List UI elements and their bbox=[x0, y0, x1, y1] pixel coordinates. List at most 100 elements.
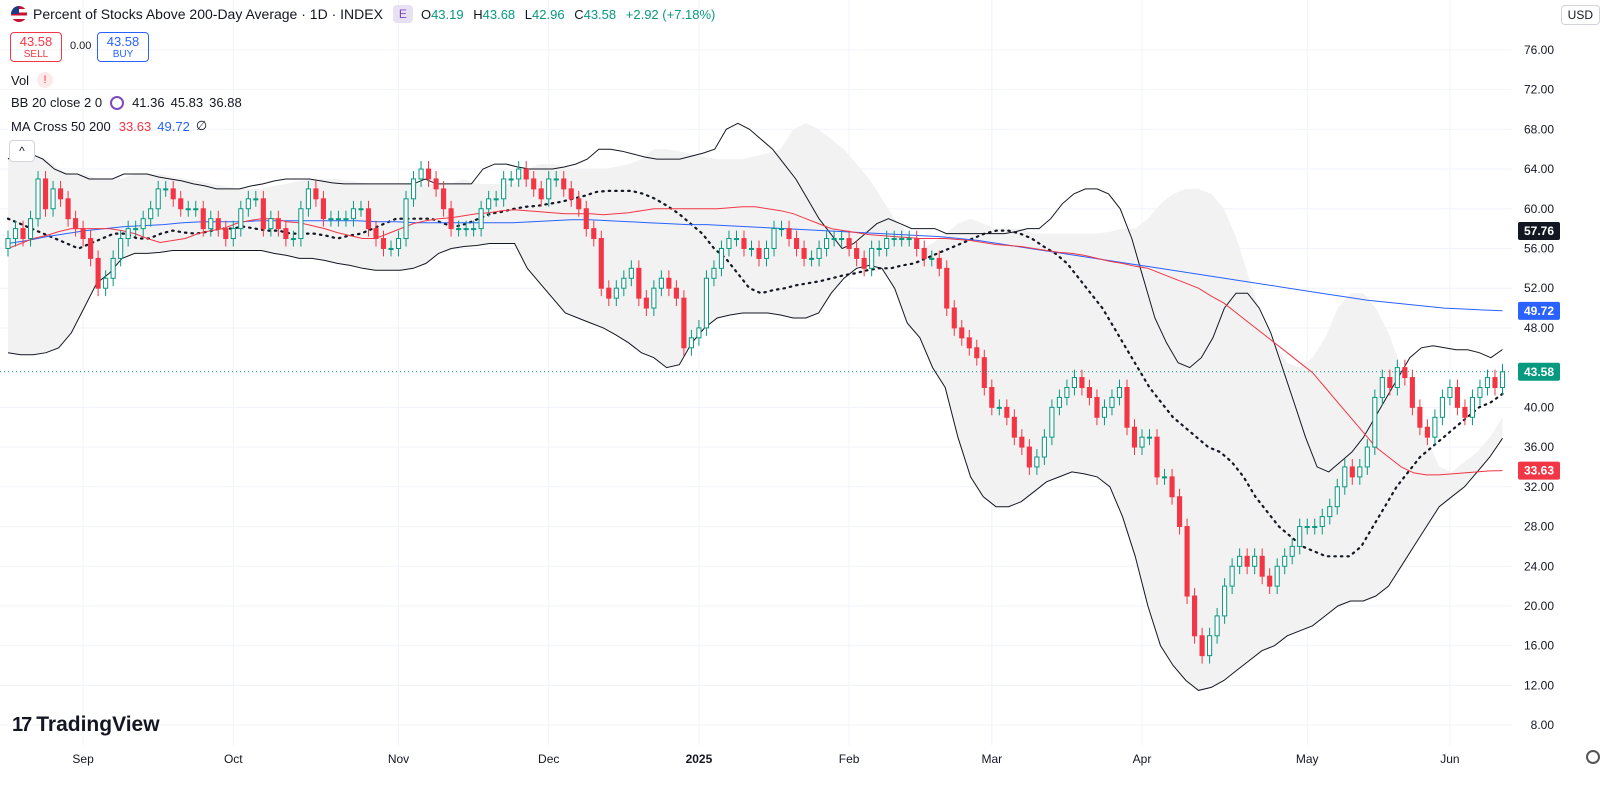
open-value: 43.19 bbox=[431, 6, 464, 22]
candle-body bbox=[688, 337, 694, 349]
earnings-badge[interactable]: E bbox=[392, 5, 413, 23]
x-tick-label: Sep bbox=[72, 752, 94, 766]
candle-body bbox=[208, 218, 214, 230]
currency-button[interactable]: USD bbox=[1560, 5, 1600, 25]
y-tick-label: 16.00 bbox=[1524, 639, 1554, 653]
sync-icon[interactable] bbox=[110, 95, 125, 110]
candle-body bbox=[501, 178, 507, 200]
candle-body bbox=[73, 218, 79, 230]
chart-title: Percent of Stocks Above 200-Day Average … bbox=[33, 6, 383, 22]
high-label: H bbox=[473, 6, 483, 22]
candle-body bbox=[884, 238, 890, 249]
candle-body bbox=[763, 247, 770, 259]
candle-body bbox=[140, 218, 146, 230]
candle-body bbox=[561, 178, 567, 190]
bollinger-upper-line bbox=[7, 122, 1503, 473]
candle-body bbox=[1079, 377, 1085, 389]
price-label-box bbox=[1518, 221, 1560, 240]
y-tick-label: 32.00 bbox=[1524, 480, 1554, 494]
collapse-legend-button[interactable]: ^ bbox=[9, 140, 35, 162]
ma-cross-label: MA Cross 50 200 bbox=[11, 118, 111, 134]
candle-body bbox=[1169, 476, 1175, 498]
candle-body bbox=[268, 218, 274, 230]
candle-body bbox=[283, 228, 289, 240]
candle-body bbox=[1492, 377, 1498, 389]
open-label: O bbox=[420, 6, 432, 22]
candle-body bbox=[1229, 565, 1235, 587]
candle-body bbox=[1259, 555, 1265, 577]
candle-body bbox=[418, 168, 424, 180]
legend-ma-cross[interactable]: MA Cross 50 200 33.63 49.72 ∅ bbox=[11, 118, 207, 134]
price-label: 57.76 bbox=[1524, 224, 1554, 238]
candle-body bbox=[673, 287, 679, 299]
sell-button[interactable]: 43.58 SELL bbox=[10, 32, 62, 62]
candle-body bbox=[583, 208, 589, 230]
candle-body bbox=[786, 228, 792, 240]
y-tick-label: 8.00 bbox=[1531, 718, 1555, 732]
candle-body bbox=[508, 178, 514, 181]
candle-body bbox=[163, 188, 169, 191]
candle-body bbox=[1109, 396, 1115, 408]
candle-body bbox=[1176, 496, 1183, 528]
candle-body bbox=[576, 198, 582, 210]
candle-body bbox=[921, 247, 927, 259]
candle-body bbox=[1056, 396, 1062, 408]
us-flag-icon bbox=[11, 6, 27, 22]
candle-body bbox=[914, 238, 920, 249]
legend-vol[interactable]: Vol ! bbox=[11, 72, 54, 88]
buy-button[interactable]: 43.58 BUY bbox=[97, 32, 149, 62]
candle-body bbox=[966, 337, 972, 349]
candle-body bbox=[1244, 555, 1250, 567]
x-tick-label: May bbox=[1296, 752, 1319, 766]
candle-body bbox=[95, 257, 101, 289]
candle-body bbox=[1086, 387, 1093, 398]
tradingview-logo[interactable]: 17 TradingView bbox=[12, 713, 160, 737]
candle-body bbox=[1214, 615, 1220, 637]
candle-body bbox=[230, 228, 236, 240]
close-label: C bbox=[574, 6, 584, 22]
candle-body bbox=[981, 357, 987, 389]
candle-body bbox=[959, 327, 965, 339]
y-tick-label: 68.00 bbox=[1524, 122, 1554, 136]
low-value: 42.96 bbox=[532, 6, 565, 22]
candle-body bbox=[906, 238, 912, 241]
candle-body bbox=[891, 238, 897, 241]
candle-body bbox=[335, 218, 342, 221]
warning-icon[interactable]: ! bbox=[37, 72, 54, 88]
x-tick-label: Apr bbox=[1133, 752, 1152, 766]
y-tick-label: 36.00 bbox=[1524, 440, 1554, 454]
legend-bb[interactable]: BB 20 close 2 0 41.36 45.83 36.88 bbox=[11, 95, 242, 110]
ma-extra-value: ∅ bbox=[195, 118, 208, 133]
candle-body bbox=[748, 247, 755, 250]
y-tick-label: 60.00 bbox=[1524, 202, 1554, 216]
candle-body bbox=[260, 198, 266, 230]
change-value: +2.92 (+7.18%) bbox=[625, 6, 716, 22]
candle-body bbox=[155, 188, 161, 210]
candle-body bbox=[193, 208, 199, 211]
candle-body bbox=[944, 267, 950, 309]
bollinger-lower-line bbox=[7, 243, 1503, 691]
candle-body bbox=[1139, 436, 1145, 448]
candle-body bbox=[373, 228, 379, 240]
candle-body bbox=[1274, 565, 1280, 587]
candle-body bbox=[486, 198, 492, 210]
gear-icon[interactable] bbox=[1586, 750, 1600, 764]
spread-value: 0.00 bbox=[70, 40, 92, 52]
candle-body bbox=[365, 208, 372, 230]
candle-body bbox=[936, 257, 942, 269]
candle-body bbox=[1049, 406, 1055, 438]
candle-body bbox=[951, 307, 957, 329]
candle-body bbox=[456, 228, 462, 231]
price-label: 33.63 bbox=[1524, 464, 1554, 478]
candle-body bbox=[65, 198, 71, 220]
candle-body bbox=[733, 238, 740, 241]
candle-body bbox=[358, 208, 364, 211]
candle-body bbox=[1364, 446, 1370, 468]
candle-body bbox=[410, 178, 417, 200]
candle-body bbox=[1064, 387, 1070, 398]
candle-body bbox=[493, 198, 499, 201]
candle-body bbox=[223, 228, 229, 240]
candle-body bbox=[809, 257, 815, 260]
tradingview-wordmark: TradingView bbox=[36, 713, 160, 736]
